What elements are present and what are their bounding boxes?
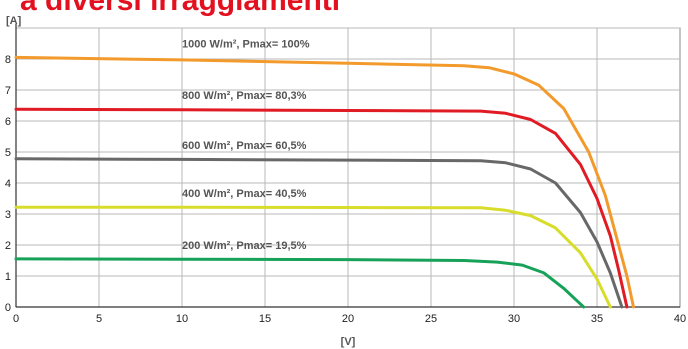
series-label-1: 1000 W/m², Pmax= 100% xyxy=(182,38,310,50)
series-line-4 xyxy=(14,205,612,309)
series-line-5 xyxy=(14,257,586,309)
y-tick-label: 0 xyxy=(5,302,11,314)
y-axis-label: [A] xyxy=(6,15,22,27)
y-tick-label: 2 xyxy=(5,240,11,252)
series-label-4: 400 W/m², Pmax= 40,5% xyxy=(182,188,307,200)
series-label-3: 600 W/m², Pmax= 60,5% xyxy=(182,140,307,152)
x-tick-label: 15 xyxy=(259,313,271,325)
x-axis-label: [V] xyxy=(341,336,356,348)
x-tick-label: 0 xyxy=(13,313,19,325)
y-tick-label: 6 xyxy=(5,116,11,128)
series-line-1 xyxy=(14,55,635,309)
series-line-3 xyxy=(14,157,624,309)
x-tick-label: 20 xyxy=(342,313,354,325)
y-tick-label: 4 xyxy=(5,178,11,190)
x-tick-label: 30 xyxy=(508,313,520,325)
x-tick-label: 5 xyxy=(96,313,102,325)
y-tick-label: 3 xyxy=(5,209,11,221)
y-tick-label: 7 xyxy=(5,85,11,97)
y-tick-label: 8 xyxy=(5,54,11,66)
x-tick-label: 35 xyxy=(591,313,603,325)
x-tick-label: 40 xyxy=(674,313,686,325)
series-label-2: 800 W/m², Pmax= 80,3% xyxy=(182,90,307,102)
x-tick-label: 10 xyxy=(176,313,188,325)
y-tick-label: 5 xyxy=(5,147,11,159)
series-label-5: 200 W/m², Pmax= 19,5% xyxy=(182,240,307,252)
x-tick-label: 25 xyxy=(425,313,437,325)
series-line-2 xyxy=(14,107,629,309)
chart-title: a diversi irraggiamenti xyxy=(20,0,341,17)
y-tick-label: 1 xyxy=(5,271,11,283)
